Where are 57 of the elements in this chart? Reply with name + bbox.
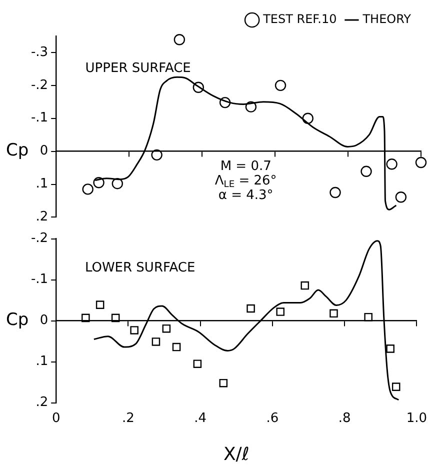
- point: [276, 308, 285, 316]
- point: [219, 378, 228, 388]
- annotation: α = 4.3°: [218, 188, 274, 203]
- point: [130, 326, 138, 334]
- y-tick-label: -.1: [30, 272, 48, 288]
- point: [111, 314, 120, 322]
- y-tick-label: 0: [40, 144, 48, 159]
- point: [151, 149, 162, 161]
- point: [219, 96, 231, 108]
- x-axis-title: X/ℓ: [223, 444, 250, 465]
- point: [152, 338, 160, 346]
- x-tick-label: .4: [194, 410, 207, 426]
- y-axis-title: Cp: [6, 310, 29, 330]
- y-tick-label: -.1: [30, 110, 48, 126]
- point: [174, 34, 186, 46]
- point: [93, 177, 104, 188]
- point: [274, 80, 286, 92]
- y-axis-title: Cp: [6, 140, 29, 161]
- x-tick-label: 0: [52, 410, 60, 426]
- point: [246, 304, 255, 313]
- point: [245, 101, 257, 112]
- point: [364, 312, 372, 322]
- x-tick-label: .6: [266, 410, 279, 426]
- point: [386, 344, 394, 353]
- point: [415, 156, 427, 168]
- point: [360, 166, 372, 178]
- point: [82, 184, 94, 195]
- y-tick-label: -.2: [30, 231, 48, 246]
- legend-label: THEORY: [362, 12, 412, 26]
- point: [392, 382, 400, 391]
- point: [192, 82, 204, 93]
- x-tick-label: .2: [122, 410, 134, 426]
- annotation: UPPER SURFACE: [85, 60, 191, 76]
- y-tick-label: .1: [36, 176, 48, 192]
- point: [193, 360, 202, 368]
- point: [82, 314, 90, 322]
- y-tick-label: -.2: [30, 78, 48, 93]
- y-tick-label: 0: [40, 313, 48, 328]
- point: [302, 112, 314, 124]
- point: [386, 158, 398, 170]
- point: [395, 192, 407, 203]
- y-tick-label: .2: [36, 210, 48, 225]
- x-tick-label: 1.0: [406, 410, 428, 426]
- point: [162, 324, 171, 333]
- point: [300, 281, 310, 290]
- x-tick-label: .8: [338, 410, 351, 426]
- point: [330, 309, 338, 318]
- y-tick-label: -.3: [30, 44, 48, 60]
- annotation: M = 0.7: [220, 158, 272, 174]
- legend-label: TEST REF.10: [262, 12, 337, 26]
- point: [112, 178, 123, 190]
- annotation: LOWER SURFACE: [84, 260, 196, 276]
- point: [330, 186, 341, 198]
- point: [96, 300, 104, 309]
- point: [172, 342, 181, 352]
- y-tick-label: .2: [36, 395, 48, 410]
- y-tick-label: .1: [36, 354, 48, 370]
